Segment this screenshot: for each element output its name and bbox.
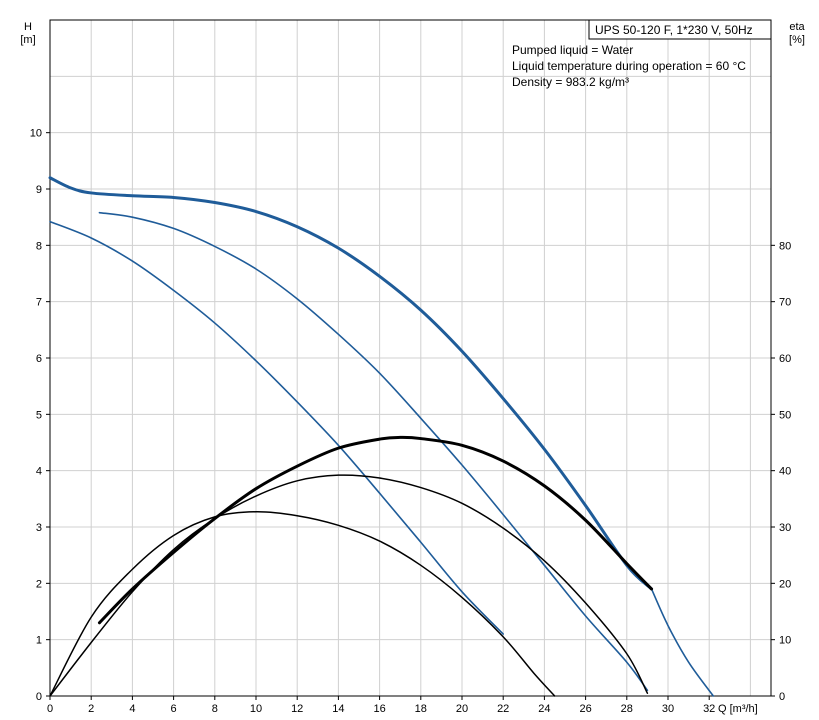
- efficiency-curve-2: [49, 474, 649, 697]
- info-line-density: Density = 983.2 kg/m³: [512, 75, 629, 89]
- y-right-tick-label: 20: [779, 578, 791, 590]
- x-tick-label: 8: [212, 703, 218, 715]
- left-axis-title-h: H: [24, 21, 32, 33]
- y-right-tick-label: 70: [779, 297, 791, 309]
- ticks: 0 2 4 6 8 10 12 14 16 18 20 22 24 26 28 30 3201234567891…: [30, 128, 792, 715]
- legend-box: [588, 19, 772, 40]
- x-tick-label: 26: [579, 703, 591, 715]
- x-tick-label: 22: [497, 703, 509, 715]
- head-curve-2: [650, 588, 715, 697]
- x-tick-label: 2: [88, 703, 94, 715]
- x-tick-label: 20: [456, 703, 468, 715]
- x-tick-label: 10: [250, 703, 262, 715]
- x-tick-label: 14: [332, 703, 344, 715]
- x-tick-label: 30: [662, 703, 674, 715]
- left-axis-title-unit: [m]: [20, 34, 35, 46]
- right-axis-title-unit: [%]: [789, 34, 805, 46]
- y-left-tick-label: 7: [36, 297, 42, 309]
- x-axis-title: Q [m³/h]: [718, 703, 758, 715]
- x-tick-label: 24: [538, 703, 550, 715]
- x-tick-label: 28: [621, 703, 633, 715]
- y-left-tick-label: 4: [36, 466, 42, 478]
- y-right-tick-label: 30: [779, 522, 791, 534]
- efficiency-curve-3: [49, 511, 556, 697]
- curves: [48, 176, 715, 697]
- info-line-temperature: Liquid temperature during operation = 60…: [512, 59, 746, 73]
- y-right-tick-label: 40: [779, 466, 791, 478]
- x-tick-label: 16: [373, 703, 385, 715]
- y-right-tick-label: 80: [779, 240, 791, 252]
- head-curve-3: [98, 211, 649, 692]
- y-left-tick-label: 8: [36, 240, 42, 252]
- y-right-tick-label: 50: [779, 409, 791, 421]
- y-right-tick-label: 60: [779, 353, 791, 365]
- legend-box-text: UPS 50-120 F, 1*230 V, 50Hz: [595, 23, 753, 37]
- x-tick-label: 12: [291, 703, 303, 715]
- y-left-tick-label: 5: [36, 409, 42, 421]
- x-tick-label: 6: [171, 703, 177, 715]
- y-left-tick-label: 10: [30, 128, 42, 140]
- head-curve-1: [48, 176, 654, 591]
- y-left-tick-label: 2: [36, 578, 42, 590]
- x-tick-label: 0: [47, 703, 53, 715]
- info-line-liquid: Pumped liquid = Water: [512, 43, 633, 57]
- x-tick-label: 18: [415, 703, 427, 715]
- y-right-tick-label: 10: [779, 635, 791, 647]
- efficiency-curve-1: [97, 435, 654, 625]
- y-right-tick-label: 0: [779, 691, 785, 703]
- y-left-tick-label: 9: [36, 184, 42, 196]
- y-left-tick-label: 1: [36, 635, 42, 647]
- y-left-tick-label: 6: [36, 353, 42, 365]
- x-tick-label: 32: [703, 703, 715, 715]
- right-axis-title-eta: eta: [789, 21, 805, 33]
- head-curve-4: [49, 220, 504, 635]
- grid: [50, 20, 771, 696]
- y-left-tick-label: 3: [36, 522, 42, 534]
- y-left-tick-label: 0: [36, 691, 42, 703]
- x-tick-label: 4: [129, 703, 135, 715]
